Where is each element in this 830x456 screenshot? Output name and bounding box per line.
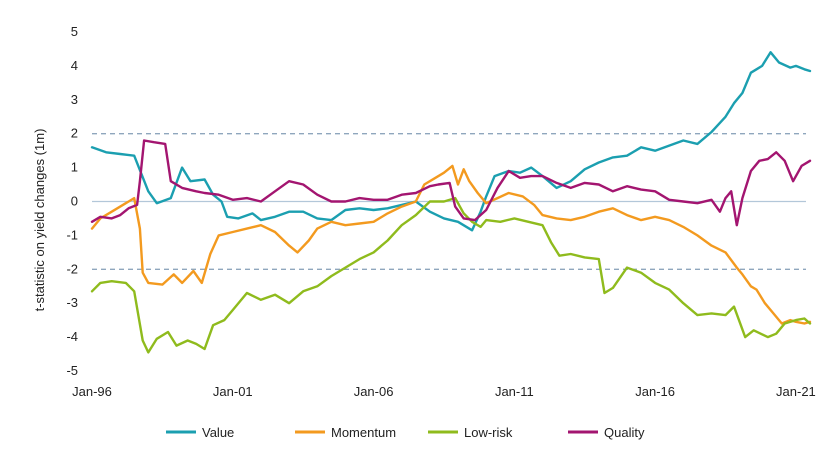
y-tick-label: 1 bbox=[71, 160, 78, 175]
series-lines bbox=[90, 51, 812, 354]
series-line-low-risk bbox=[90, 196, 812, 354]
y-tick-label: 0 bbox=[71, 194, 78, 209]
legend-label: Momentum bbox=[331, 425, 396, 440]
y-axis-title: t-statistic on yield changes (1m) bbox=[32, 129, 47, 312]
y-axis-ticks: 5 4 3 2 1 0 -1 -2 -3 -4 -5 bbox=[66, 24, 78, 378]
legend-label: Value bbox=[202, 425, 234, 440]
x-tick-label: Jan-06 bbox=[354, 384, 394, 399]
y-tick-label: -2 bbox=[66, 261, 78, 276]
legend-label: Quality bbox=[604, 425, 645, 440]
x-tick-label: Jan-11 bbox=[495, 384, 534, 399]
y-tick-label: -3 bbox=[66, 295, 78, 310]
legend-item-momentum: Momentum bbox=[295, 425, 396, 440]
reference-lines bbox=[92, 133, 806, 270]
x-tick-label: Jan-96 bbox=[72, 384, 112, 399]
y-tick-label: 3 bbox=[71, 92, 78, 107]
legend-item-quality: Quality bbox=[568, 425, 645, 440]
series-line-quality bbox=[90, 139, 812, 227]
legend-label: Low-risk bbox=[464, 425, 513, 440]
y-tick-label: 4 bbox=[71, 58, 78, 73]
legend: Value Momentum Low-risk Quality bbox=[166, 425, 645, 440]
y-tick-label: -5 bbox=[66, 363, 78, 378]
y-tick-label: 5 bbox=[71, 24, 78, 39]
y-axis-label: t-statistic on yield changes (1m) bbox=[32, 129, 47, 312]
series-line-value bbox=[90, 51, 812, 232]
y-tick-label: -1 bbox=[66, 227, 78, 242]
legend-item-value: Value bbox=[166, 425, 234, 440]
x-axis-ticks: Jan-96 Jan-01 Jan-06 Jan-11 Jan-16 Jan-21 bbox=[72, 384, 816, 399]
y-tick-label: -4 bbox=[66, 329, 78, 344]
legend-item-low-risk: Low-risk bbox=[428, 425, 513, 440]
x-tick-label: Jan-01 bbox=[213, 384, 253, 399]
y-tick-label: 2 bbox=[71, 126, 78, 141]
x-tick-label: Jan-16 bbox=[635, 384, 675, 399]
x-tick-label: Jan-21 bbox=[776, 384, 816, 399]
series-line-momentum bbox=[90, 164, 812, 325]
